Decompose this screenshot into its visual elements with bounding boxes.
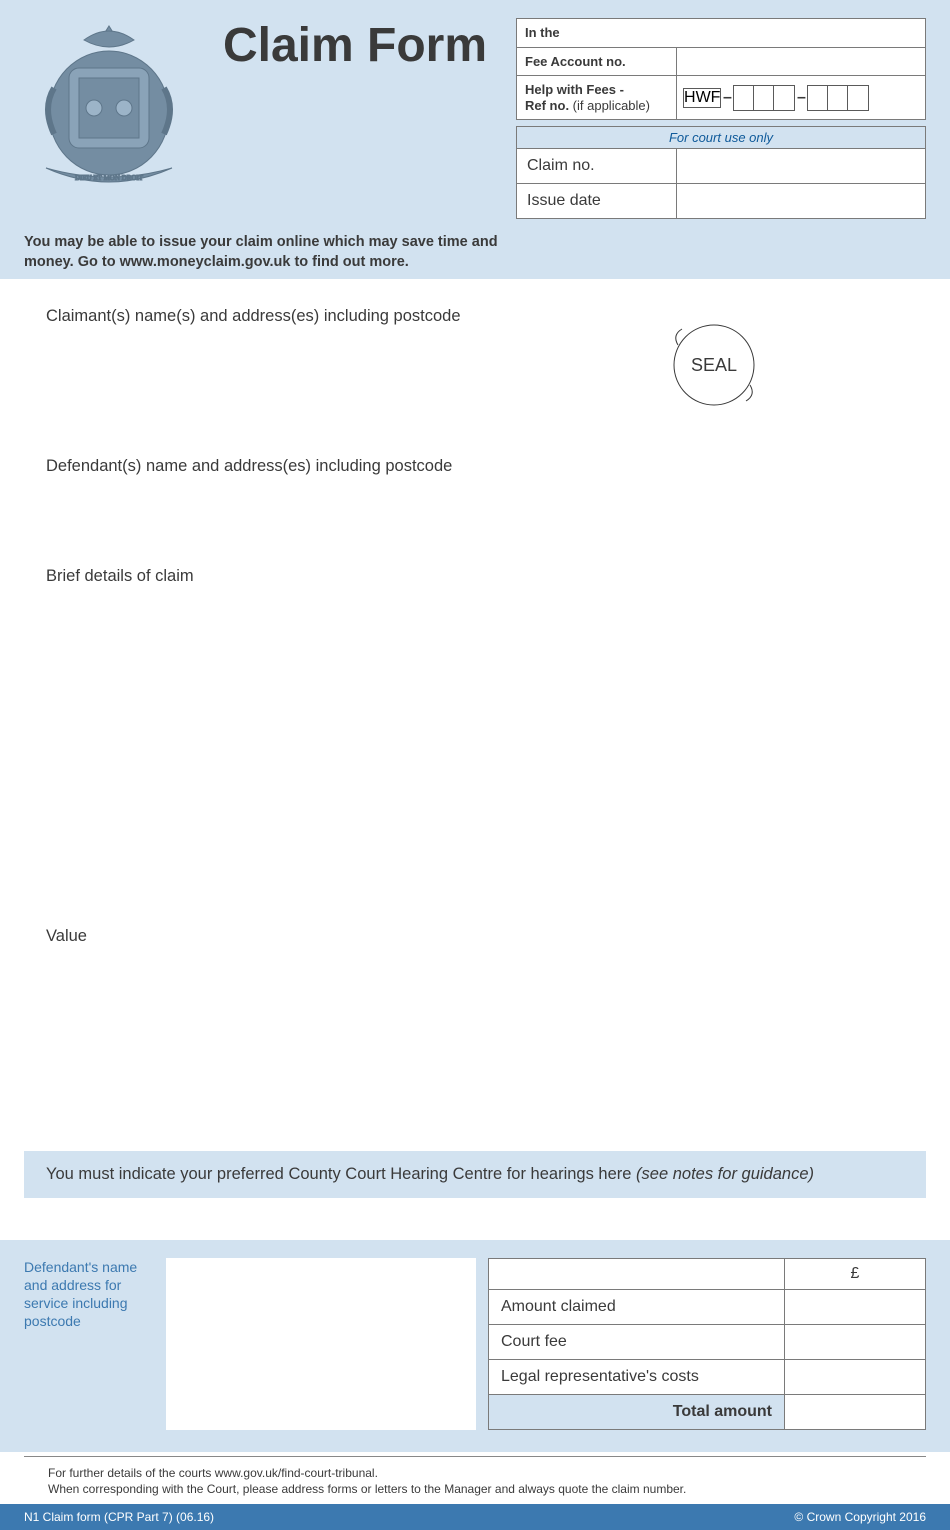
total-amount-value[interactable]	[785, 1395, 925, 1429]
brief-details-label: Brief details of claim	[46, 567, 904, 586]
preferred-centre-input[interactable]	[24, 1198, 926, 1234]
footer-left: N1 Claim form (CPR Part 7) (06.16)	[24, 1510, 214, 1524]
claimant-label: Claimant(s) name(s) and address(es) incl…	[46, 307, 904, 326]
court-fee-value[interactable]	[785, 1325, 925, 1359]
issue-date-value	[677, 184, 925, 218]
defendant-address-label: Defendant's name and address for service…	[24, 1258, 154, 1430]
seal-icon: SEAL	[664, 315, 764, 415]
court-use-heading: For court use only	[517, 127, 925, 149]
svg-text:SEAL: SEAL	[691, 355, 737, 375]
top-band: DIEU ET MON DROIT Claim Form In the Fee …	[0, 0, 950, 279]
amount-claimed-label: Amount claimed	[489, 1290, 785, 1324]
legal-costs-label: Legal representative's costs	[489, 1360, 785, 1394]
fee-account-value[interactable]	[677, 48, 925, 76]
footnote: For further details of the courts www.go…	[24, 1456, 926, 1499]
preferred-centre-label: You must indicate your preferred County …	[24, 1151, 926, 1198]
court-fee-label: Court fee	[489, 1325, 785, 1359]
footer-bar: N1 Claim form (CPR Part 7) (06.16) © Cro…	[0, 1504, 950, 1530]
amount-claimed-value[interactable]	[785, 1290, 925, 1324]
header-info-box: In the Fee Account no. Help with Fees - …	[516, 18, 926, 120]
online-notice: You may be able to issue your claim onli…	[24, 233, 504, 278]
defendant-label: Defendant(s) name and address(es) includ…	[46, 457, 904, 476]
main-card: Claimant(s) name(s) and address(es) incl…	[24, 285, 926, 1145]
form-title: Claim Form	[223, 18, 487, 73]
value-label: Value	[46, 927, 904, 946]
hwf-value[interactable]: H W F – –	[677, 76, 925, 119]
svg-text:DIEU ET MON DROIT: DIEU ET MON DROIT	[75, 174, 144, 182]
hwf-label: Help with Fees - Ref no. (if applicable)	[517, 76, 677, 119]
amount-table: £ Amount claimed Court fee Legal represe…	[488, 1258, 926, 1430]
claim-no-label: Claim no.	[517, 149, 677, 183]
total-amount-label: Total amount	[489, 1395, 785, 1429]
legal-costs-value[interactable]	[785, 1360, 925, 1394]
in-the-label: In the	[517, 19, 925, 47]
defendant-address-box[interactable]	[166, 1258, 476, 1430]
court-use-box: For court use only Claim no. Issue date	[516, 126, 926, 219]
claim-no-value	[677, 149, 925, 183]
footer-right: © Crown Copyright 2016	[794, 1510, 926, 1524]
currency-heading: £	[785, 1259, 925, 1289]
issue-date-label: Issue date	[517, 184, 677, 218]
royal-crest-icon: DIEU ET MON DROIT	[24, 18, 194, 193]
fee-account-label: Fee Account no.	[517, 48, 677, 76]
bottom-band: Defendant's name and address for service…	[0, 1240, 950, 1452]
